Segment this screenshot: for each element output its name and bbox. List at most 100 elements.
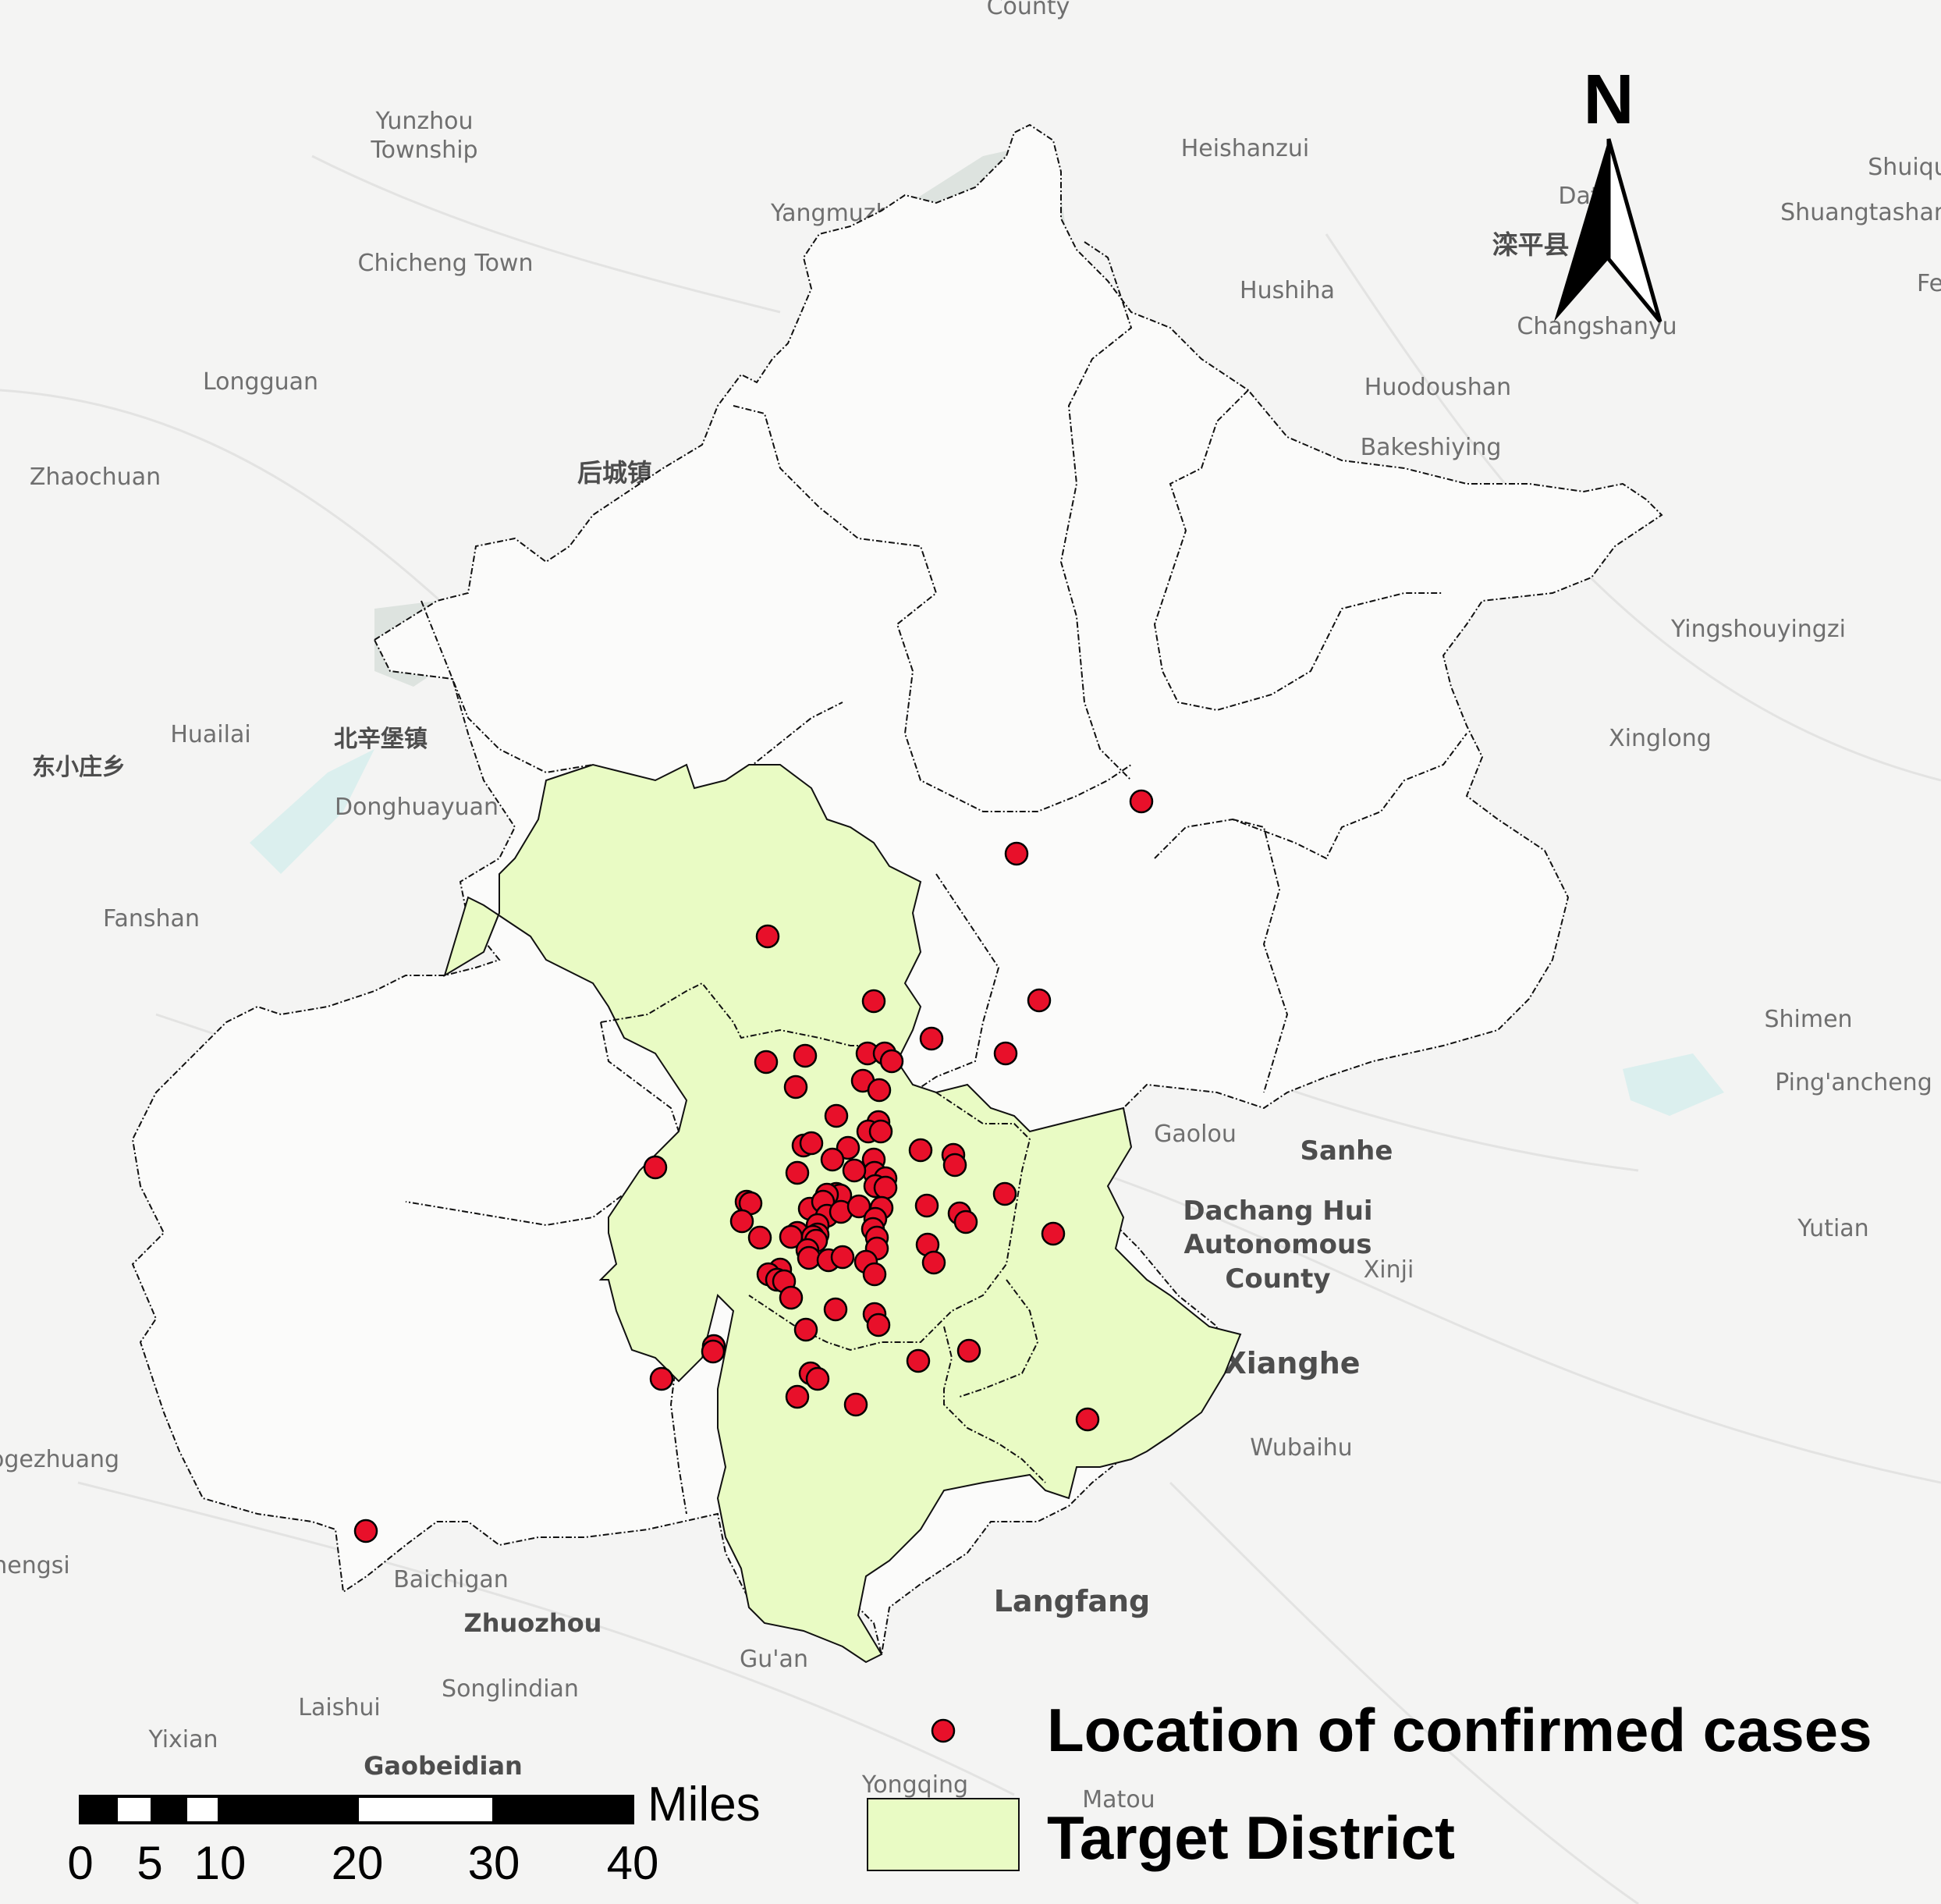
- place-label: Bakeshiying: [1361, 434, 1502, 461]
- place-label: Changshanyu: [1517, 313, 1677, 340]
- confirmed-case-marker: [783, 1075, 808, 1099]
- confirmed-case-marker: [799, 1131, 824, 1156]
- place-label: 滦平县: [1492, 229, 1570, 260]
- legend-case-symbol: [931, 1718, 956, 1743]
- place-label: Gu'an: [740, 1646, 808, 1673]
- place-label: County: [1225, 1263, 1330, 1295]
- place-label: Baichigan: [393, 1566, 509, 1593]
- legend-cases-label: Location of confirmed cases: [1047, 1696, 1872, 1764]
- confirmed-case-marker: [906, 1348, 931, 1373]
- confirmed-case-marker: [1129, 789, 1154, 814]
- scale-outline: [79, 1795, 634, 1824]
- confirmed-case-marker: [873, 1175, 898, 1200]
- confirmed-case-marker: [793, 1317, 818, 1342]
- confirmed-case-marker: [843, 1392, 868, 1417]
- confirmed-case-marker: [1075, 1407, 1100, 1432]
- place-label: Shimen: [1764, 1006, 1852, 1033]
- place-label: Yunzhou: [374, 108, 473, 135]
- confirmed-case-marker: [919, 1026, 944, 1051]
- confirmed-case-marker: [785, 1160, 810, 1185]
- confirmed-case-marker: [862, 1262, 887, 1287]
- place-label: 东小庄乡: [32, 754, 126, 781]
- confirmed-case-marker: [866, 1313, 891, 1337]
- water-body: [1623, 1053, 1724, 1116]
- scale-segment: [494, 1796, 633, 1823]
- north-arrow-left: [1554, 139, 1609, 321]
- place-label: Yongqing: [861, 1771, 968, 1799]
- confirmed-cases-layer: [353, 789, 1154, 1543]
- place-label: Songlindian: [442, 1675, 579, 1703]
- confirmed-case-marker: [914, 1193, 939, 1218]
- scale-segment: [184, 1795, 221, 1824]
- target-district-subboundaries: [600, 982, 1046, 1483]
- confirmed-case-marker: [1041, 1221, 1066, 1246]
- scale-segment: [115, 1795, 154, 1824]
- place-label: Fe: [1917, 270, 1941, 297]
- confirmed-case-marker: [861, 989, 886, 1014]
- scale-bar: Miles 0 5 10 20 30 40: [67, 1778, 760, 1889]
- place-label: Xinglong: [1609, 725, 1712, 752]
- place-label: Township: [370, 137, 477, 164]
- confirmed-case-marker: [793, 1043, 818, 1068]
- confirmed-case-marker: [867, 1078, 892, 1103]
- confirmed-case-marker: [956, 1338, 981, 1363]
- legend: Location of confirmed cases Target Distr…: [867, 1696, 1872, 1872]
- place-label: Yixian: [147, 1726, 218, 1753]
- place-label: Ping'ancheng: [1775, 1069, 1932, 1096]
- confirmed-case-marker: [824, 1103, 849, 1128]
- confirmed-case-marker: [805, 1366, 830, 1391]
- place-label: Xinji: [1364, 1256, 1414, 1284]
- place-label: Chicheng Town: [358, 250, 534, 277]
- scale-tick-label: 40: [607, 1837, 659, 1889]
- confirmed-case-marker: [754, 1050, 779, 1075]
- confirmed-case-marker: [953, 1210, 978, 1234]
- place-label: Sanhe: [1301, 1135, 1393, 1167]
- place-label: Xianghe: [1223, 1346, 1360, 1380]
- confirmed-case-marker: [1004, 841, 1029, 866]
- confirmed-case-marker: [785, 1384, 810, 1409]
- place-label: Zhaochuan: [30, 464, 161, 491]
- confirmed-case-marker: [908, 1138, 933, 1163]
- confirmed-case-marker: [842, 1158, 867, 1183]
- place-label: Huailai: [170, 721, 250, 748]
- confirmed-case-marker: [921, 1250, 946, 1275]
- confirmed-case-marker: [879, 1049, 904, 1074]
- place-label: Huodoushan: [1364, 374, 1511, 401]
- scale-tick-label: 10: [194, 1837, 247, 1889]
- scale-tick-labels: 0 5 10 20 30 40: [67, 1837, 658, 1889]
- scale-tick-label: 20: [332, 1837, 384, 1889]
- confirmed-case-marker: [993, 1041, 1018, 1066]
- place-label: Yingshouyingzi: [1670, 616, 1846, 643]
- place-label: Autonomous: [1184, 1229, 1372, 1260]
- confirmed-case-marker: [942, 1153, 967, 1178]
- confirmed-case-marker: [747, 1225, 772, 1250]
- confirmed-case-marker: [868, 1119, 893, 1144]
- place-label: Gaobeidian: [364, 1751, 523, 1781]
- place-label: Wubaihu: [1250, 1434, 1352, 1462]
- scale-segment: [152, 1796, 186, 1823]
- confirmed-case-marker: [820, 1147, 845, 1172]
- scale-segment: [80, 1796, 116, 1823]
- water-body: [250, 749, 374, 874]
- confirmed-case-marker: [755, 924, 780, 949]
- place-label: 后城镇: [577, 458, 652, 488]
- confirmed-case-marker: [992, 1181, 1017, 1206]
- legend-district-swatch: [867, 1798, 1020, 1871]
- scale-tick-label: 0: [67, 1837, 93, 1889]
- place-label: Laishui: [298, 1694, 380, 1721]
- scale-segment: [219, 1796, 357, 1823]
- place-label: County: [987, 0, 1070, 20]
- place-label: ogezhuang: [0, 1446, 119, 1473]
- legend-district-label: Target District: [1047, 1803, 1455, 1872]
- confirmed-case-marker: [643, 1155, 668, 1180]
- confirmed-case-marker: [779, 1285, 804, 1310]
- scale-unit: Miles: [648, 1778, 761, 1831]
- scale-tick-label: 30: [468, 1837, 520, 1889]
- north-arrow-label: N: [1584, 61, 1634, 139]
- place-label: Longguan: [203, 368, 318, 396]
- place-label: Fanshan: [103, 905, 200, 932]
- place-label: Shuiqu: [1868, 154, 1941, 181]
- confirmed-case-marker: [830, 1245, 855, 1270]
- confirmed-case-marker: [649, 1366, 674, 1391]
